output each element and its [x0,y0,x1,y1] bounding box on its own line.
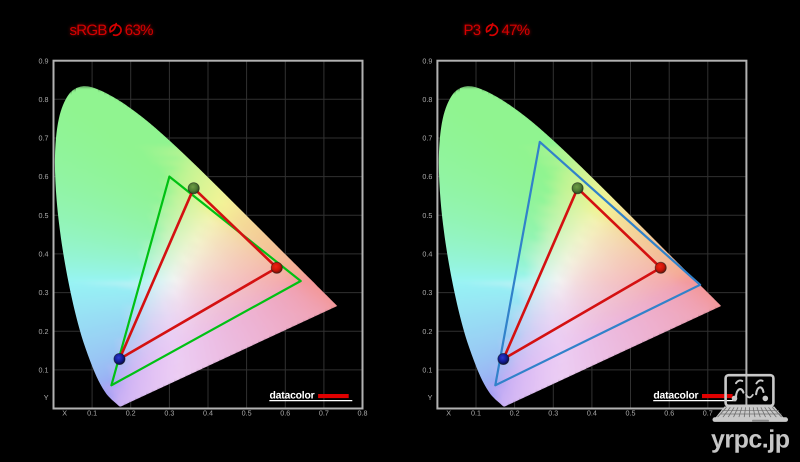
svg-text:0.7: 0.7 [319,409,329,418]
svg-text:X: X [62,409,67,418]
svg-text:0.5: 0.5 [242,409,252,418]
svg-text:0.7: 0.7 [703,409,713,418]
svg-text:63%: 63% [125,22,153,39]
svg-text:0.4: 0.4 [587,409,597,418]
svg-text:0.3: 0.3 [39,288,49,297]
svg-text:0.7: 0.7 [422,134,432,143]
svg-text:0.6: 0.6 [664,409,674,418]
svg-text:0.1: 0.1 [422,366,432,375]
svg-text:X: X [446,409,451,418]
svg-text:0.2: 0.2 [126,409,136,418]
svg-text:0.1: 0.1 [471,409,481,418]
svg-text:Y: Y [44,393,49,402]
svg-text:0.2: 0.2 [510,409,520,418]
svg-text:0.6: 0.6 [280,409,290,418]
svg-text:0.3: 0.3 [164,409,174,418]
svg-text:0.6: 0.6 [39,172,49,181]
svg-text:0.9: 0.9 [422,56,432,65]
svg-text:0.5: 0.5 [39,211,49,220]
svg-text:Y: Y [428,393,433,402]
svg-text:datacolor: datacolor [653,390,698,401]
svg-text:0.6: 0.6 [422,172,432,181]
svg-text:0.7: 0.7 [39,134,49,143]
svg-text:0.1: 0.1 [87,409,97,418]
svg-text:0.3: 0.3 [422,288,432,297]
svg-text:0.8: 0.8 [39,95,49,104]
svg-text:0.9: 0.9 [39,56,49,65]
svg-text:0.5: 0.5 [422,211,432,220]
svg-text:P3: P3 [464,22,481,39]
svg-text:0.2: 0.2 [422,327,432,336]
svg-text:47%: 47% [502,22,530,39]
svg-text:0.3: 0.3 [548,409,558,418]
svg-text:yrpc.jp: yrpc.jp [711,426,790,454]
svg-text:0.8: 0.8 [358,409,368,418]
svg-text:0.4: 0.4 [203,409,213,418]
svg-text:0.2: 0.2 [39,327,49,336]
svg-text:0.4: 0.4 [422,250,432,259]
svg-text:0.1: 0.1 [39,366,49,375]
svg-text:sRGB: sRGB [70,22,108,39]
svg-text:datacolor: datacolor [270,390,315,401]
svg-text:0.5: 0.5 [626,409,636,418]
svg-text:0.8: 0.8 [422,95,432,104]
svg-text:0.4: 0.4 [39,250,49,259]
